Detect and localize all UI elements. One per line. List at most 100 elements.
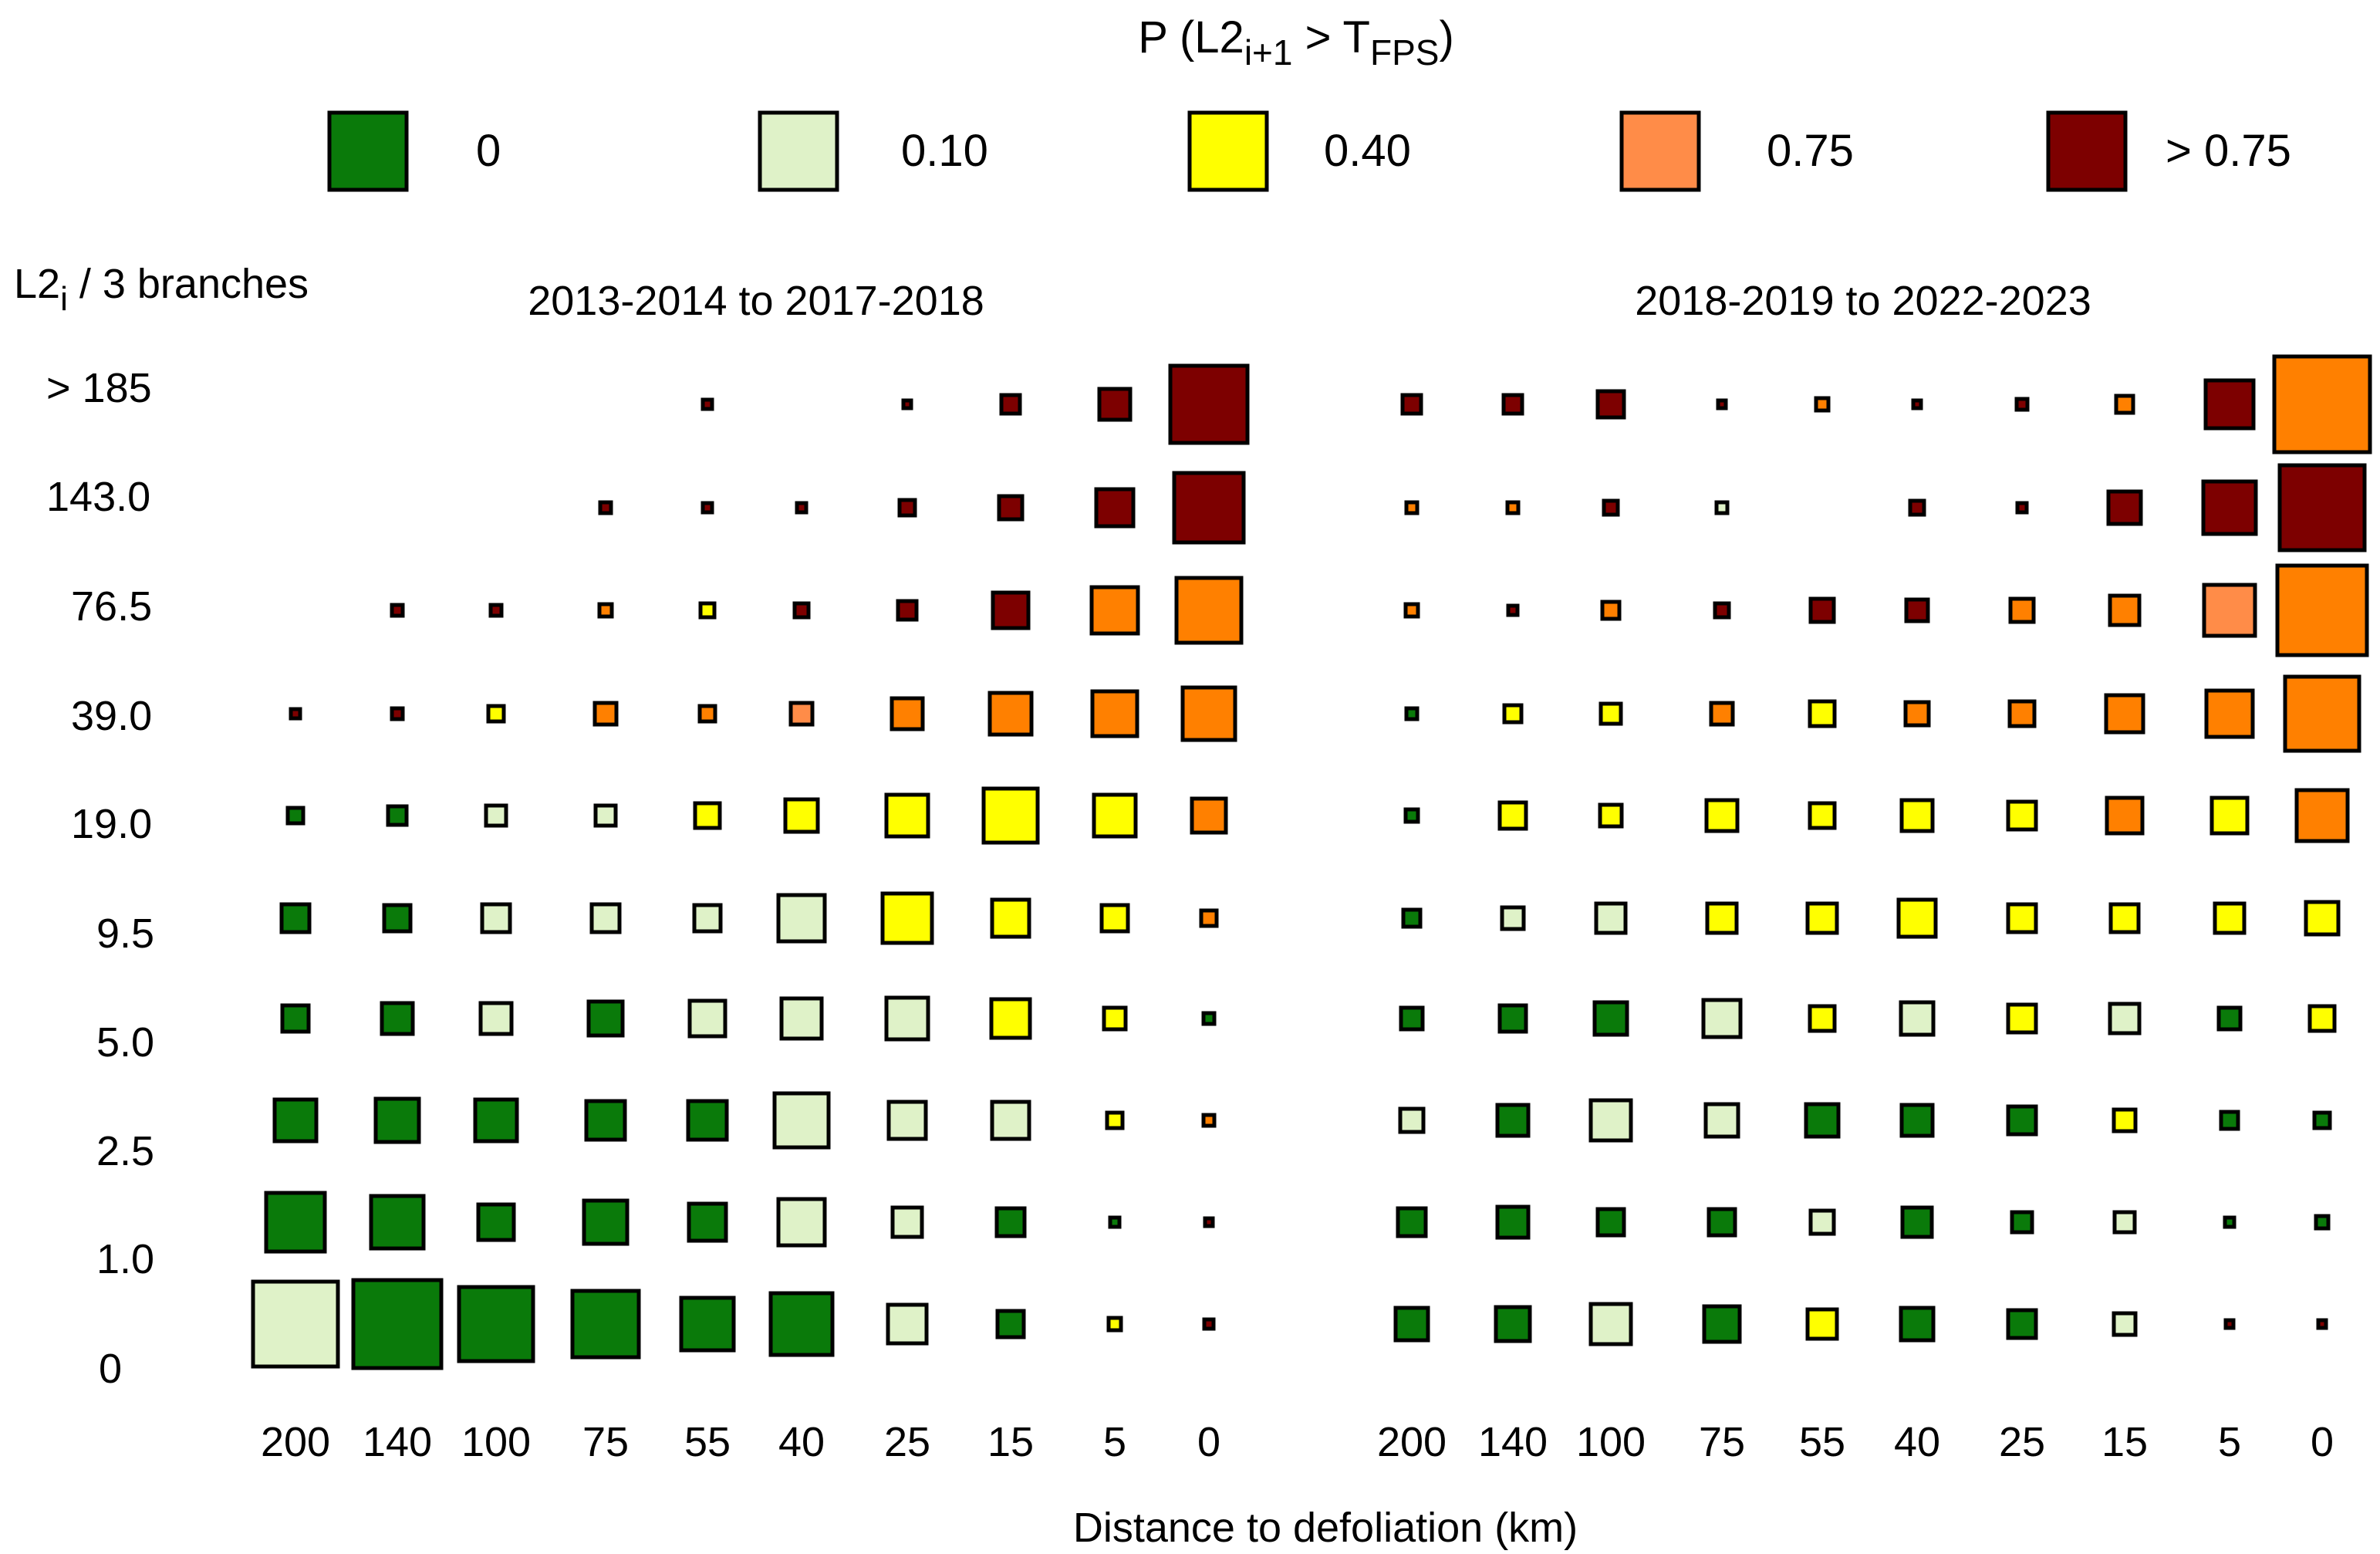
x-tick-label: 200: [1377, 1419, 1447, 1465]
heatmap-cell: [1501, 393, 1524, 416]
heatmap-cell: [1602, 498, 1620, 517]
x-tick-label: 5: [2218, 1419, 2241, 1465]
x-tick-label: 25: [1999, 1419, 2045, 1465]
x-tick-label: 100: [461, 1419, 531, 1465]
heatmap-cell: [1588, 1098, 1633, 1143]
heatmap-cell: [1713, 601, 1731, 620]
heatmap-cell: [897, 498, 917, 518]
heatmap-cell: [2106, 489, 2143, 526]
heatmap-cell: [1099, 903, 1130, 934]
heatmap-cell: [589, 902, 622, 934]
heatmap-cell: [896, 599, 919, 622]
legend-label-4: > 0.75: [2166, 126, 2291, 176]
heatmap-cell: [990, 897, 1031, 939]
heatmap-cell: [1903, 700, 1931, 728]
heatmap-cells: [251, 354, 2372, 1370]
heatmap-cell: [1716, 398, 1728, 410]
x-tick-label: 0: [2311, 1419, 2334, 1465]
heatmap-cell: [783, 797, 820, 834]
heatmap-cell: [1908, 498, 1926, 517]
heatmap-cell: [990, 1100, 1031, 1141]
heatmap-cell: [1401, 907, 1423, 929]
heatmap-cell: [369, 1194, 426, 1251]
heatmap-cell: [586, 999, 625, 1038]
heatmap-cell: [2223, 1318, 2236, 1330]
heatmap-cell: [457, 1285, 535, 1363]
y-tick-label: 0: [99, 1346, 122, 1392]
chart-title-end: ): [1439, 12, 1453, 62]
legend: 0 0.10 0.40 0.75 > 0.75: [327, 110, 2291, 192]
heatmap-cell: [698, 601, 717, 620]
heatmap-cell: [1190, 796, 1228, 835]
x-tick-labels-right: 200 140 100 75 55 40 25 15 5 0: [1377, 1419, 2334, 1465]
heatmap-cell: [901, 398, 913, 410]
heatmap-cell: [1899, 798, 1935, 833]
x-tick-label: 40: [778, 1419, 825, 1465]
heatmap-cell: [1598, 701, 1623, 726]
heatmap-cell: [2006, 902, 2038, 934]
heatmap-cell: [2006, 799, 2038, 832]
heatmap-cell: [2006, 1308, 2038, 1340]
heatmap-cell: [1399, 1005, 1425, 1032]
heatmap-cell: [886, 1302, 929, 1346]
heatmap-cell: [272, 1097, 319, 1144]
heatmap-cell: [1393, 1306, 1430, 1343]
x-axis-label: Distance to defoliation (km): [1073, 1505, 1578, 1551]
heatmap-cell: [1594, 901, 1628, 935]
heatmap-cell: [2283, 674, 2361, 753]
x-tick-label: 40: [1894, 1419, 1940, 1465]
heatmap-cell: [1404, 706, 1420, 721]
heatmap-cell: [1396, 1206, 1428, 1238]
heatmap-cell: [484, 803, 508, 828]
heatmap-cell: [386, 804, 409, 827]
heatmap-cell: [382, 903, 413, 934]
legend-label-0: 0: [476, 126, 501, 176]
y-tick-label: 76.5: [71, 583, 152, 630]
heatmap-cell: [1403, 602, 1420, 619]
heatmap-cell: [1502, 703, 1524, 725]
heatmap-cell: [995, 1309, 1026, 1339]
heatmap-cell: [1707, 1207, 1737, 1238]
heatmap-cell: [890, 1205, 924, 1239]
heatmap-cell: [480, 902, 512, 934]
heatmap-cell: [1808, 596, 1836, 624]
heatmap-cell: [1805, 1307, 1839, 1341]
heatmap-cell: [686, 1099, 729, 1142]
heatmap-cell: [1089, 585, 1140, 636]
heatmap-cell: [1495, 1103, 1531, 1138]
heatmap-cell: [1494, 1305, 1532, 1343]
heatmap-cell: [792, 601, 811, 620]
heatmap-cell: [884, 995, 930, 1042]
heatmap-cell: [687, 1201, 728, 1243]
heatmap-cell: [1108, 1215, 1122, 1229]
heatmap-cell: [1201, 1011, 1217, 1026]
heatmap-cell: [285, 806, 306, 826]
legend-swatch-0: [327, 110, 409, 192]
heatmap-cell: [2312, 1110, 2332, 1130]
heatmap-cell: [2204, 688, 2255, 739]
heatmap-cell: [2008, 596, 2036, 624]
y-tick-label: 39.0: [71, 693, 152, 739]
heatmap-cell: [1911, 398, 1923, 410]
heatmap-cell: [2114, 394, 2135, 415]
y-tick-label: > 185: [46, 365, 152, 411]
legend-swatch-4: [2046, 110, 2128, 192]
heatmap-cell: [1592, 1000, 1629, 1037]
heatmap-cell: [1814, 396, 1831, 413]
heatmap-cell: [2014, 397, 2030, 412]
heatmap-cell: [2112, 1107, 2138, 1133]
y-axis-label-sub: i: [60, 280, 68, 318]
heatmap-cell: [700, 501, 714, 515]
heatmap-cell: [593, 803, 618, 828]
x-tick-label: 75: [1699, 1419, 1745, 1465]
heatmap-cell: [2108, 902, 2141, 934]
heatmap-cell: [1704, 798, 1740, 833]
heatmap-cell: [693, 801, 722, 830]
heatmap-cell: [1168, 363, 1250, 445]
heatmap-cell: [2201, 479, 2258, 536]
heatmap-cell: [2272, 354, 2372, 454]
heatmap-cell: [373, 1096, 421, 1144]
heatmap-cell: [884, 792, 930, 839]
legend-swatch-3: [1619, 110, 1701, 192]
legend-label-2: 0.40: [1324, 126, 1411, 176]
